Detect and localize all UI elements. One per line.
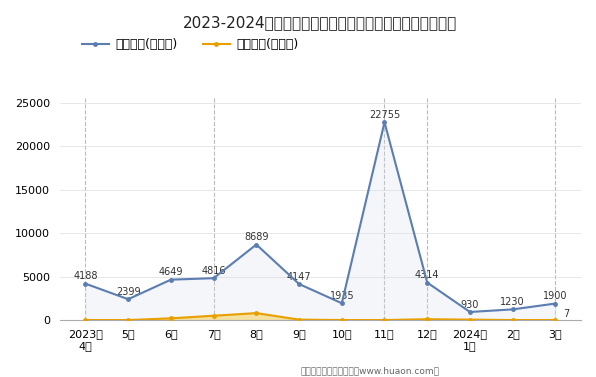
Line: 进口总额(万美元): 进口总额(万美元) bbox=[84, 311, 557, 322]
Text: 制图：华经产业研究院（www.huaon.com）: 制图：华经产业研究院（www.huaon.com） bbox=[300, 366, 439, 375]
Text: 4816: 4816 bbox=[201, 266, 226, 276]
出口总额(万美元) bbox=[125, 297, 132, 302]
进口总额(万美元) bbox=[381, 318, 388, 322]
进口总额(万美元) bbox=[552, 318, 559, 322]
出口总额(万美元) bbox=[82, 281, 89, 286]
Legend: 出口总额(万美元), 进口总额(万美元): 出口总额(万美元), 进口总额(万美元) bbox=[76, 33, 303, 56]
Text: 8689: 8689 bbox=[244, 232, 269, 242]
Text: 1935: 1935 bbox=[330, 291, 354, 301]
Text: 4147: 4147 bbox=[287, 271, 311, 282]
Text: 4649: 4649 bbox=[159, 267, 183, 277]
进口总额(万美元) bbox=[167, 316, 175, 320]
Text: 4314: 4314 bbox=[415, 270, 439, 280]
Text: 22755: 22755 bbox=[369, 110, 400, 120]
出口总额(万美元) bbox=[253, 242, 260, 247]
出口总额(万美元) bbox=[296, 282, 303, 286]
Line: 出口总额(万美元): 出口总额(万美元) bbox=[84, 121, 557, 314]
Text: 1230: 1230 bbox=[500, 297, 525, 307]
出口总额(万美元) bbox=[167, 277, 175, 282]
出口总额(万美元) bbox=[466, 310, 473, 314]
出口总额(万美元) bbox=[338, 301, 345, 305]
Text: 7: 7 bbox=[563, 309, 569, 319]
Title: 2023-2024年石河子市商品收发货人所在地进、出口额统计: 2023-2024年石河子市商品收发货人所在地进、出口额统计 bbox=[184, 15, 458, 30]
进口总额(万美元) bbox=[82, 318, 89, 322]
进口总额(万美元) bbox=[296, 317, 303, 322]
Text: 4188: 4188 bbox=[73, 271, 98, 281]
进口总额(万美元) bbox=[509, 318, 516, 322]
出口总额(万美元) bbox=[210, 276, 217, 280]
出口总额(万美元) bbox=[552, 301, 559, 306]
进口总额(万美元) bbox=[338, 318, 345, 322]
进口总额(万美元) bbox=[125, 318, 132, 322]
进口总额(万美元) bbox=[210, 313, 217, 318]
出口总额(万美元) bbox=[424, 280, 431, 285]
进口总额(万美元) bbox=[253, 311, 260, 316]
Text: 1900: 1900 bbox=[543, 291, 567, 301]
Text: 2399: 2399 bbox=[116, 287, 141, 297]
出口总额(万美元) bbox=[509, 307, 516, 312]
Text: 930: 930 bbox=[461, 300, 479, 310]
进口总额(万美元) bbox=[466, 317, 473, 322]
出口总额(万美元) bbox=[381, 120, 388, 124]
进口总额(万美元) bbox=[424, 317, 431, 322]
